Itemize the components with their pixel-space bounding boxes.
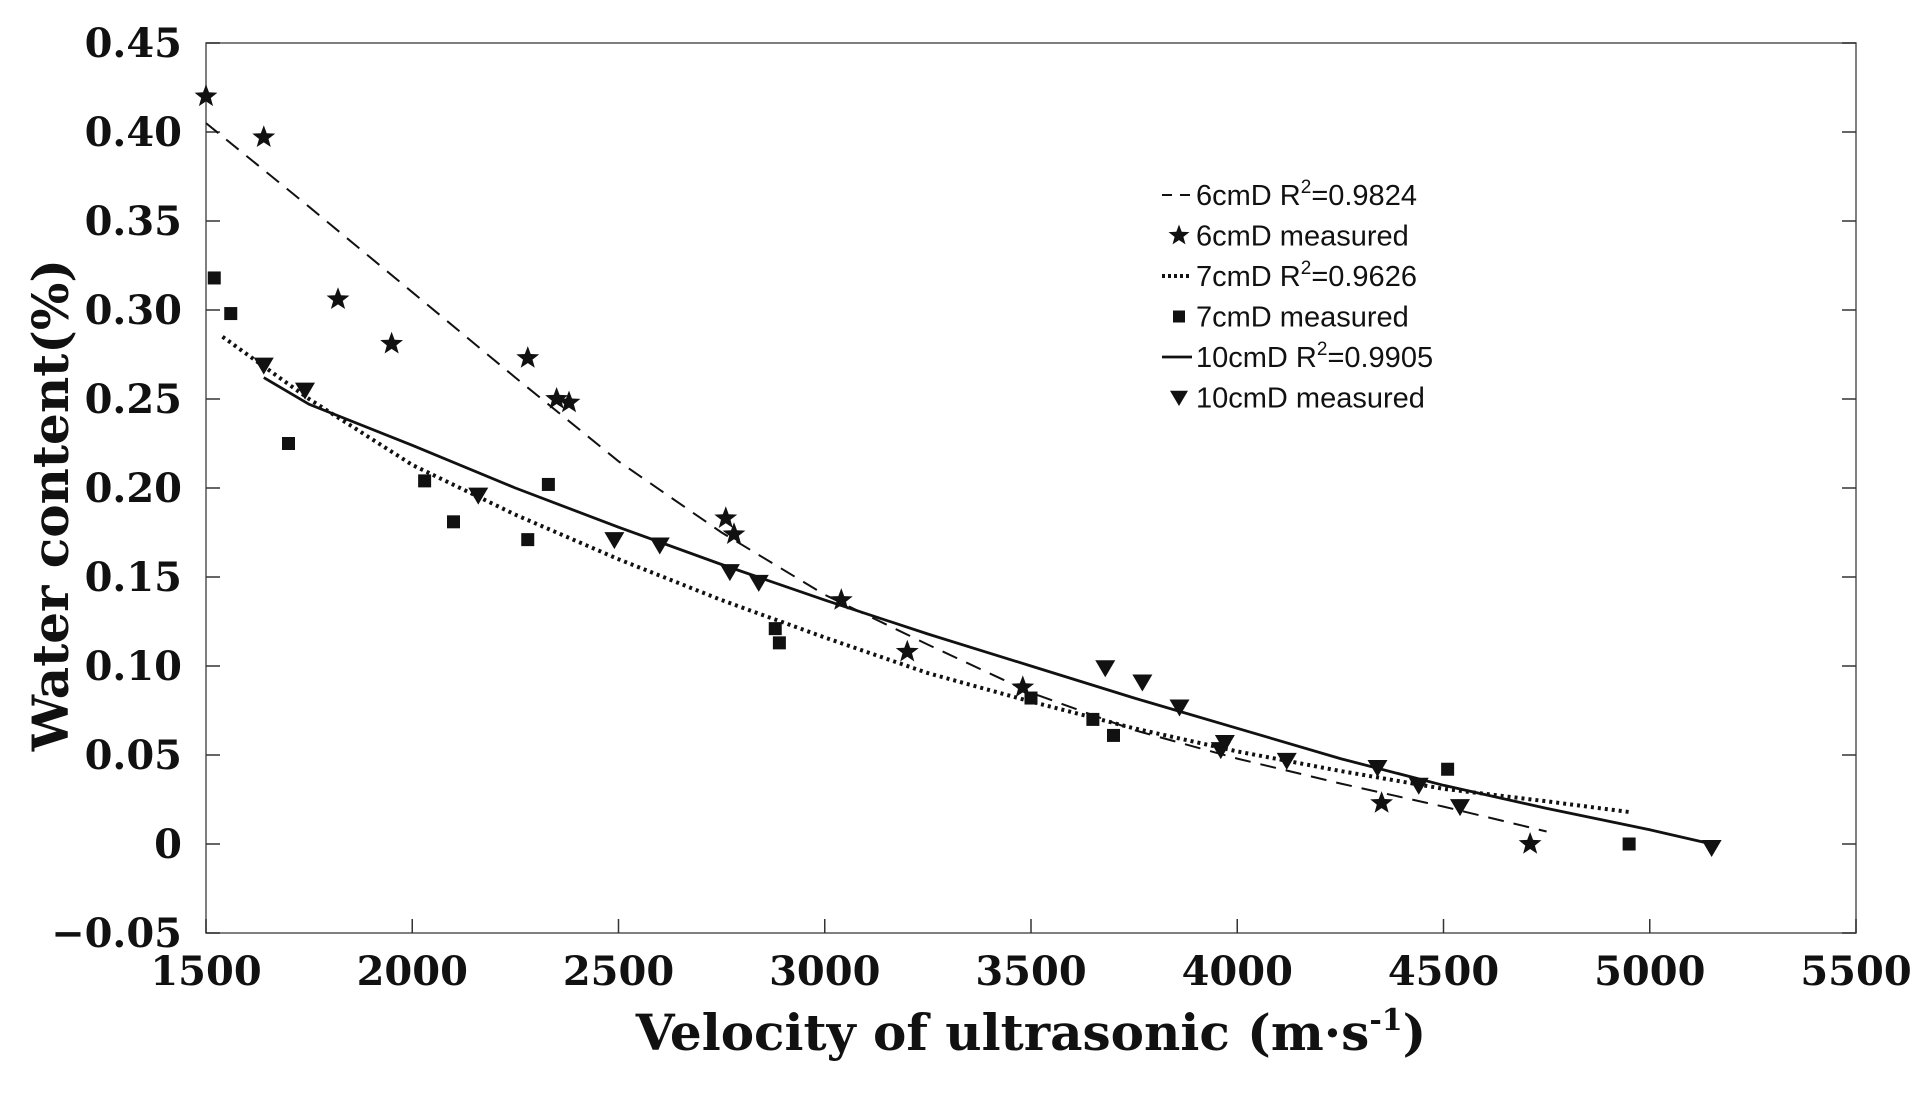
x-tick-label: 4500 [1388, 948, 1499, 995]
y-axis-title: Water content(%) [21, 259, 80, 752]
square-point [1107, 728, 1120, 742]
fit-line-7cmD [221, 335, 1630, 814]
square-point [282, 437, 295, 450]
x-axis-title-end: ) [1403, 1003, 1427, 1062]
y-tick-label: 0.05 [85, 732, 182, 779]
square-point [1441, 762, 1455, 776]
legend-star-icon [1168, 224, 1190, 245]
star-point [1011, 675, 1035, 698]
x-axis-title-exponent: -1 [1369, 1003, 1402, 1038]
star-point [326, 287, 350, 309]
triangle-point [253, 357, 274, 375]
y-tick-label: 0.25 [85, 376, 182, 423]
triangle-point [1408, 777, 1429, 795]
x-axis-ticks: 1500 2000 2500 3000 3500 4000 4500 5000 5500 [150, 919, 1912, 995]
square-point [447, 515, 460, 529]
y-tick-label: −0.05 [51, 910, 182, 957]
star-point [557, 390, 581, 413]
x-tick-label: 4000 [1182, 948, 1293, 995]
triangle-point [1169, 699, 1190, 717]
x-tick-label: 1500 [150, 948, 261, 995]
square-point [207, 271, 221, 285]
star-point [1518, 832, 1542, 854]
y-tick-label: 0.20 [85, 465, 182, 512]
triangle-point [604, 532, 625, 550]
y-tick-label: 0.45 [85, 20, 182, 67]
legend-label-7cmD-measured: 7cmD measured [1196, 302, 1409, 334]
star-point [722, 522, 746, 544]
triangle-point [748, 574, 769, 592]
legend-label-7cmD: 7cmD R2=0.9626 [1196, 258, 1417, 293]
x-tick-label: 3500 [975, 948, 1086, 995]
star-point [194, 84, 218, 107]
square-point [1086, 712, 1100, 726]
square-point [772, 636, 786, 650]
triangle-point [1276, 752, 1297, 770]
plot-frame [205, 42, 1857, 934]
star-point [252, 125, 276, 147]
y-tick-label: 0.10 [85, 643, 182, 690]
y-tick-label: 0.35 [85, 198, 182, 245]
triangle-point [719, 564, 740, 582]
square-point [224, 307, 238, 321]
triangle-point [1095, 660, 1116, 678]
star-point [545, 387, 568, 409]
fit-line-10cmD [263, 376, 1712, 846]
fit-line-6cmD [206, 122, 1547, 833]
x-tick-label: 5500 [1800, 948, 1911, 995]
x-tick-label: 5000 [1594, 948, 1705, 995]
x-axis-title-main: Velocity of ultrasonic (m·s [635, 1003, 1370, 1062]
legend-square-icon [1173, 310, 1185, 323]
triangle-point [468, 487, 489, 505]
triangle-point [1214, 735, 1235, 753]
square-point [541, 477, 555, 491]
star-point [380, 331, 403, 354]
data-points [194, 84, 1722, 858]
y-axis-ticks: −0.05 0 0.05 0.10 0.15 0.20 0.25 0.30 0.35 0.40 0.… [51, 20, 1856, 957]
star-point [895, 639, 919, 662]
square-point [418, 474, 432, 488]
star-point [714, 506, 738, 528]
legend-label-6cmD: 6cmD R2=0.9824 [1196, 177, 1417, 212]
triangle-point [295, 382, 315, 400]
legend-label-6cmD-measured: 6cmD measured [1196, 221, 1409, 253]
square-point [768, 622, 782, 636]
y-tick-label: 0 [154, 821, 182, 868]
star-point [1370, 791, 1393, 813]
triangle-point [1132, 674, 1153, 692]
legend-triangle-icon [1170, 390, 1188, 407]
legend: 6cmD R2=0.9824 6cmD measured 7cmD R2=0.962… [1162, 177, 1433, 415]
legend-label-10cmD-measured: 10cmD measured [1196, 383, 1425, 415]
fit-lines [206, 122, 1712, 846]
x-axis-title: Velocity of ultrasonic (m·s-1) [635, 1003, 1427, 1062]
square-point [521, 533, 535, 547]
square-point [1024, 691, 1038, 705]
x-tick-label: 3000 [769, 948, 880, 995]
star-point [516, 346, 540, 368]
x-tick-label: 2000 [357, 948, 468, 995]
legend-label-10cmD: 10cmD R2=0.9905 [1196, 339, 1433, 374]
y-tick-label: 0.15 [85, 554, 182, 601]
triangle-point [1450, 799, 1470, 817]
square-point [1622, 837, 1636, 851]
y-tick-label: 0.30 [85, 287, 182, 334]
triangle-point [649, 537, 670, 555]
triangle-point [1701, 840, 1722, 858]
x-tick-label: 2500 [563, 948, 674, 995]
triangle-point [1367, 759, 1388, 777]
star-point [829, 588, 853, 610]
y-tick-label: 0.40 [85, 109, 182, 156]
